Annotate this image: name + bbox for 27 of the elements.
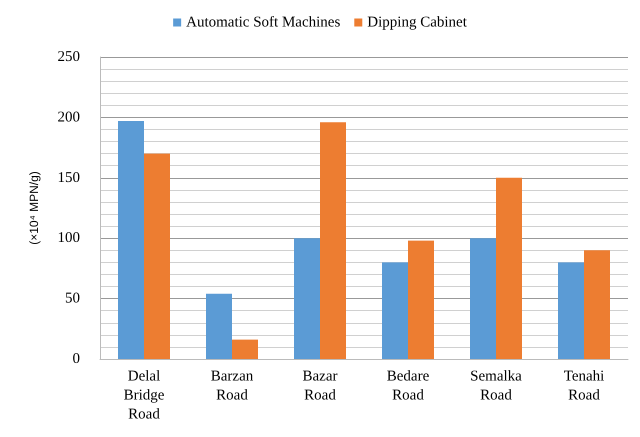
x-tick-label: Bazar Road [302,368,338,404]
bar [382,262,408,359]
bar [558,262,584,359]
bar [232,340,258,359]
y-tick-label: 50 [65,290,80,307]
bar [470,238,496,359]
bar [320,122,346,359]
bar [206,294,232,359]
x-tick-label: Semalka Road [470,368,522,404]
y-tick-label: 0 [72,351,80,367]
y-tick-label: 250 [58,49,80,65]
bar [408,240,434,359]
bar [118,121,144,359]
bar [294,238,320,359]
x-tick-label: Bedare Road [386,368,430,404]
bar [144,154,170,359]
y-tick-label: 150 [58,170,80,186]
y-tick-label: 200 [58,109,80,126]
legend-label: Automatic Soft Machines [186,14,340,30]
x-tick-label: Tenahi Road [564,368,604,404]
y-tick-label: 100 [58,230,80,246]
bar [584,250,610,359]
legend-label: Dipping Cabinet [367,14,468,30]
x-tick-label: Delal Bridge Road [124,368,165,422]
x-tick-label: Barzan Road [210,368,254,404]
y-axis-title: (×10⁴ MPN/g) [27,171,41,245]
bar [496,178,522,359]
